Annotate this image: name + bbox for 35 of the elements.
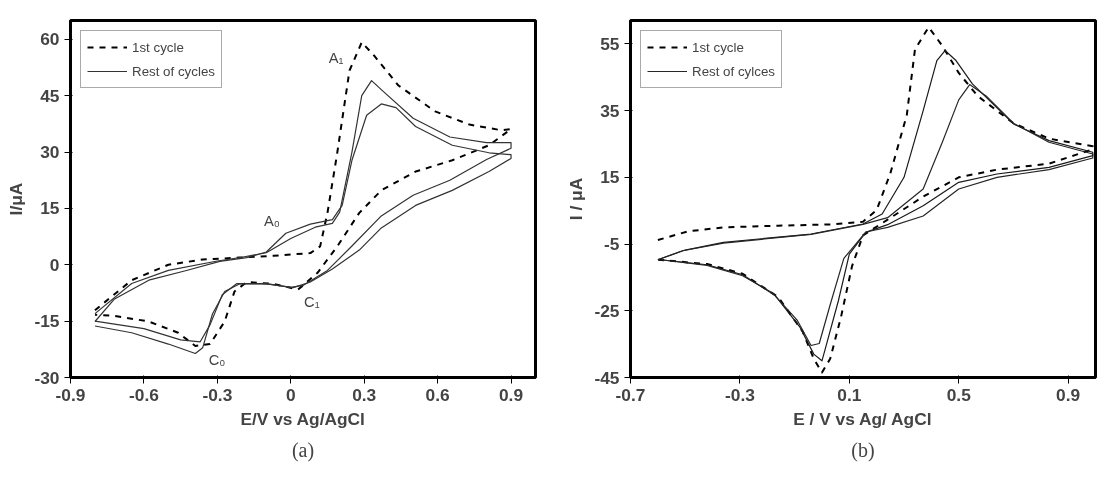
y-tick-label: -15 [34,311,60,332]
x-tick-label: -0.6 [128,384,160,405]
text: (a) [291,438,315,462]
x-tick-label: 0.5 [946,384,972,405]
x-tick-label: 0.3 [352,384,377,405]
legend-label: Rest of cycles [132,63,215,79]
annotation: C₀ [208,351,226,368]
legend-label: Rest of cylces [692,63,775,79]
y-tick-label: -5 [604,234,620,255]
text: (b) [851,438,875,462]
annotation: A₀ [264,213,280,230]
annotation: A₁ [328,50,344,67]
x-tick-label: -0.3 [202,384,233,405]
y-tick-label: 15 [600,167,620,188]
y-axis-title: I / μA [566,177,587,221]
x-tick-label: 0 [285,384,296,405]
y-tick-label: 15 [40,198,60,219]
y-tick-label: 0 [49,254,60,275]
x-tick-label: -0.3 [724,384,756,405]
y-tick-label: -25 [594,300,620,321]
x-tick-label: 0.9 [498,384,524,405]
x-axis-title: E / V vs Ag/ AgCl [793,408,932,429]
y-axis-title: I/μA [6,182,27,216]
y-tick-label: 45 [40,85,60,106]
legend-label: 1st cycle [132,39,184,55]
x-tick-label: 0.6 [425,384,451,405]
y-tick-label: 35 [600,100,620,121]
x-tick-label: 0.9 [1056,384,1081,405]
x-tick-label: 0.1 [837,384,862,405]
y-tick-label: 30 [40,142,60,163]
annotation: C₁ [304,293,320,310]
y-tick-label: 55 [600,33,620,54]
x-axis-title: E/V vs Ag/AgCl [240,408,365,429]
y-tick-label: 60 [40,29,60,50]
legend-label: 1st cycle [692,39,744,55]
